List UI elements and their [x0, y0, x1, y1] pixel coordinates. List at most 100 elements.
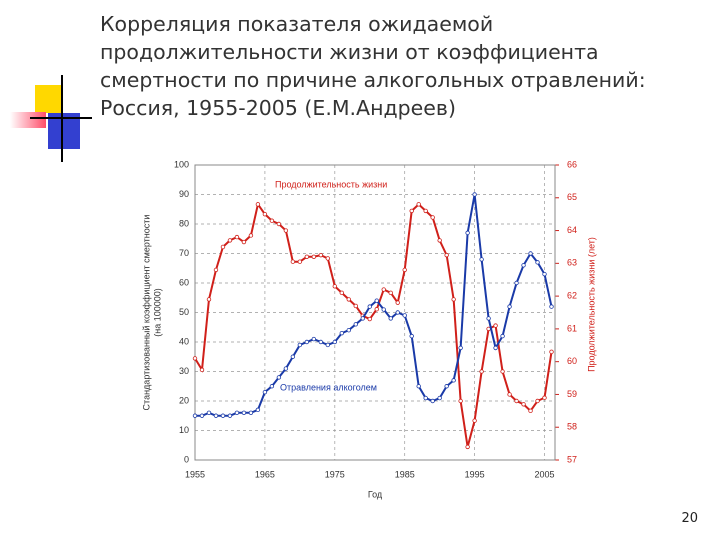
point — [430, 215, 435, 220]
point — [227, 238, 233, 243]
y-axis-label: Стандартизованный коэффициент смертности — [141, 215, 151, 411]
point — [297, 342, 303, 348]
y-tick-label: 40 — [179, 336, 189, 346]
point — [332, 284, 338, 289]
point — [192, 413, 198, 418]
point — [395, 300, 400, 305]
point — [346, 328, 351, 333]
y-tick-label: 100 — [174, 159, 189, 169]
title-line: смертности по причине алкогольных отравл… — [100, 68, 646, 92]
point — [423, 208, 428, 214]
point — [367, 316, 372, 322]
y-tick-label: 50 — [179, 307, 189, 317]
y2-tick-label: 66 — [567, 159, 577, 169]
x-tick-label: 1985 — [395, 469, 415, 479]
point — [528, 251, 533, 256]
point — [549, 304, 554, 309]
point — [458, 398, 463, 404]
point — [325, 342, 331, 348]
y2-tick-label: 58 — [567, 422, 577, 432]
point — [507, 392, 512, 397]
point — [381, 287, 386, 292]
point — [276, 221, 282, 227]
series-label: Отравления алкоголем — [280, 382, 377, 392]
point — [199, 413, 205, 418]
point — [241, 410, 247, 415]
point — [528, 408, 533, 414]
point — [220, 244, 226, 250]
point — [318, 339, 324, 345]
y-tick-label: 0 — [184, 454, 189, 464]
point — [325, 256, 331, 261]
point — [402, 313, 407, 318]
point — [290, 259, 296, 264]
x-axis-label: Год — [368, 489, 383, 499]
point — [409, 333, 414, 339]
point — [206, 297, 212, 302]
y-tick-label: 20 — [179, 395, 189, 405]
point — [507, 304, 512, 309]
y2-tick-label: 65 — [567, 192, 577, 202]
y2-tick-label: 57 — [567, 454, 577, 464]
point — [493, 323, 498, 328]
point — [458, 345, 463, 351]
point — [283, 366, 289, 371]
point — [255, 202, 261, 207]
point — [486, 316, 491, 321]
point — [416, 384, 421, 389]
point — [521, 263, 526, 268]
point — [535, 398, 540, 404]
point — [213, 267, 219, 273]
point — [346, 297, 351, 302]
y-axis-label: (на 100000) — [152, 288, 162, 337]
page-number: 20 — [681, 511, 698, 526]
point — [430, 398, 435, 404]
point — [500, 369, 505, 374]
point — [353, 303, 358, 309]
point — [248, 233, 254, 238]
point — [472, 418, 477, 423]
point — [255, 407, 261, 413]
y2-tick-label: 62 — [567, 290, 577, 300]
point — [248, 410, 254, 415]
point — [276, 375, 282, 380]
point — [549, 349, 554, 355]
point — [514, 398, 519, 404]
point — [311, 254, 317, 259]
y2-axis-label: Продолжительность жизни (лет) — [586, 237, 596, 372]
point — [367, 304, 372, 309]
y2-tick-label: 59 — [567, 389, 577, 399]
point — [353, 322, 358, 327]
title-line: продолжительности жизни от коэффициента — [100, 40, 599, 64]
point — [241, 239, 247, 245]
decoration — [10, 75, 92, 162]
point — [542, 271, 547, 277]
point — [262, 389, 268, 395]
point — [192, 356, 198, 361]
point — [234, 410, 240, 415]
point — [234, 234, 240, 240]
point — [311, 336, 317, 342]
series-label: Продолжительность жизни — [275, 179, 387, 189]
point — [451, 297, 456, 302]
point — [444, 252, 449, 258]
point — [535, 260, 540, 265]
point — [206, 410, 212, 415]
point — [297, 259, 303, 264]
point — [416, 202, 421, 207]
point — [290, 354, 296, 359]
y-tick-label: 10 — [179, 425, 189, 435]
y2-tick-label: 60 — [567, 356, 577, 366]
y2-tick-label: 63 — [567, 258, 577, 268]
y-tick-label: 30 — [179, 366, 189, 376]
y-tick-label: 70 — [179, 248, 189, 258]
point — [318, 252, 324, 258]
x-tick-label: 1955 — [185, 469, 205, 479]
point — [402, 267, 407, 273]
point — [304, 254, 310, 259]
point — [262, 211, 268, 217]
point — [451, 378, 456, 383]
point — [514, 280, 519, 286]
point — [409, 208, 414, 214]
